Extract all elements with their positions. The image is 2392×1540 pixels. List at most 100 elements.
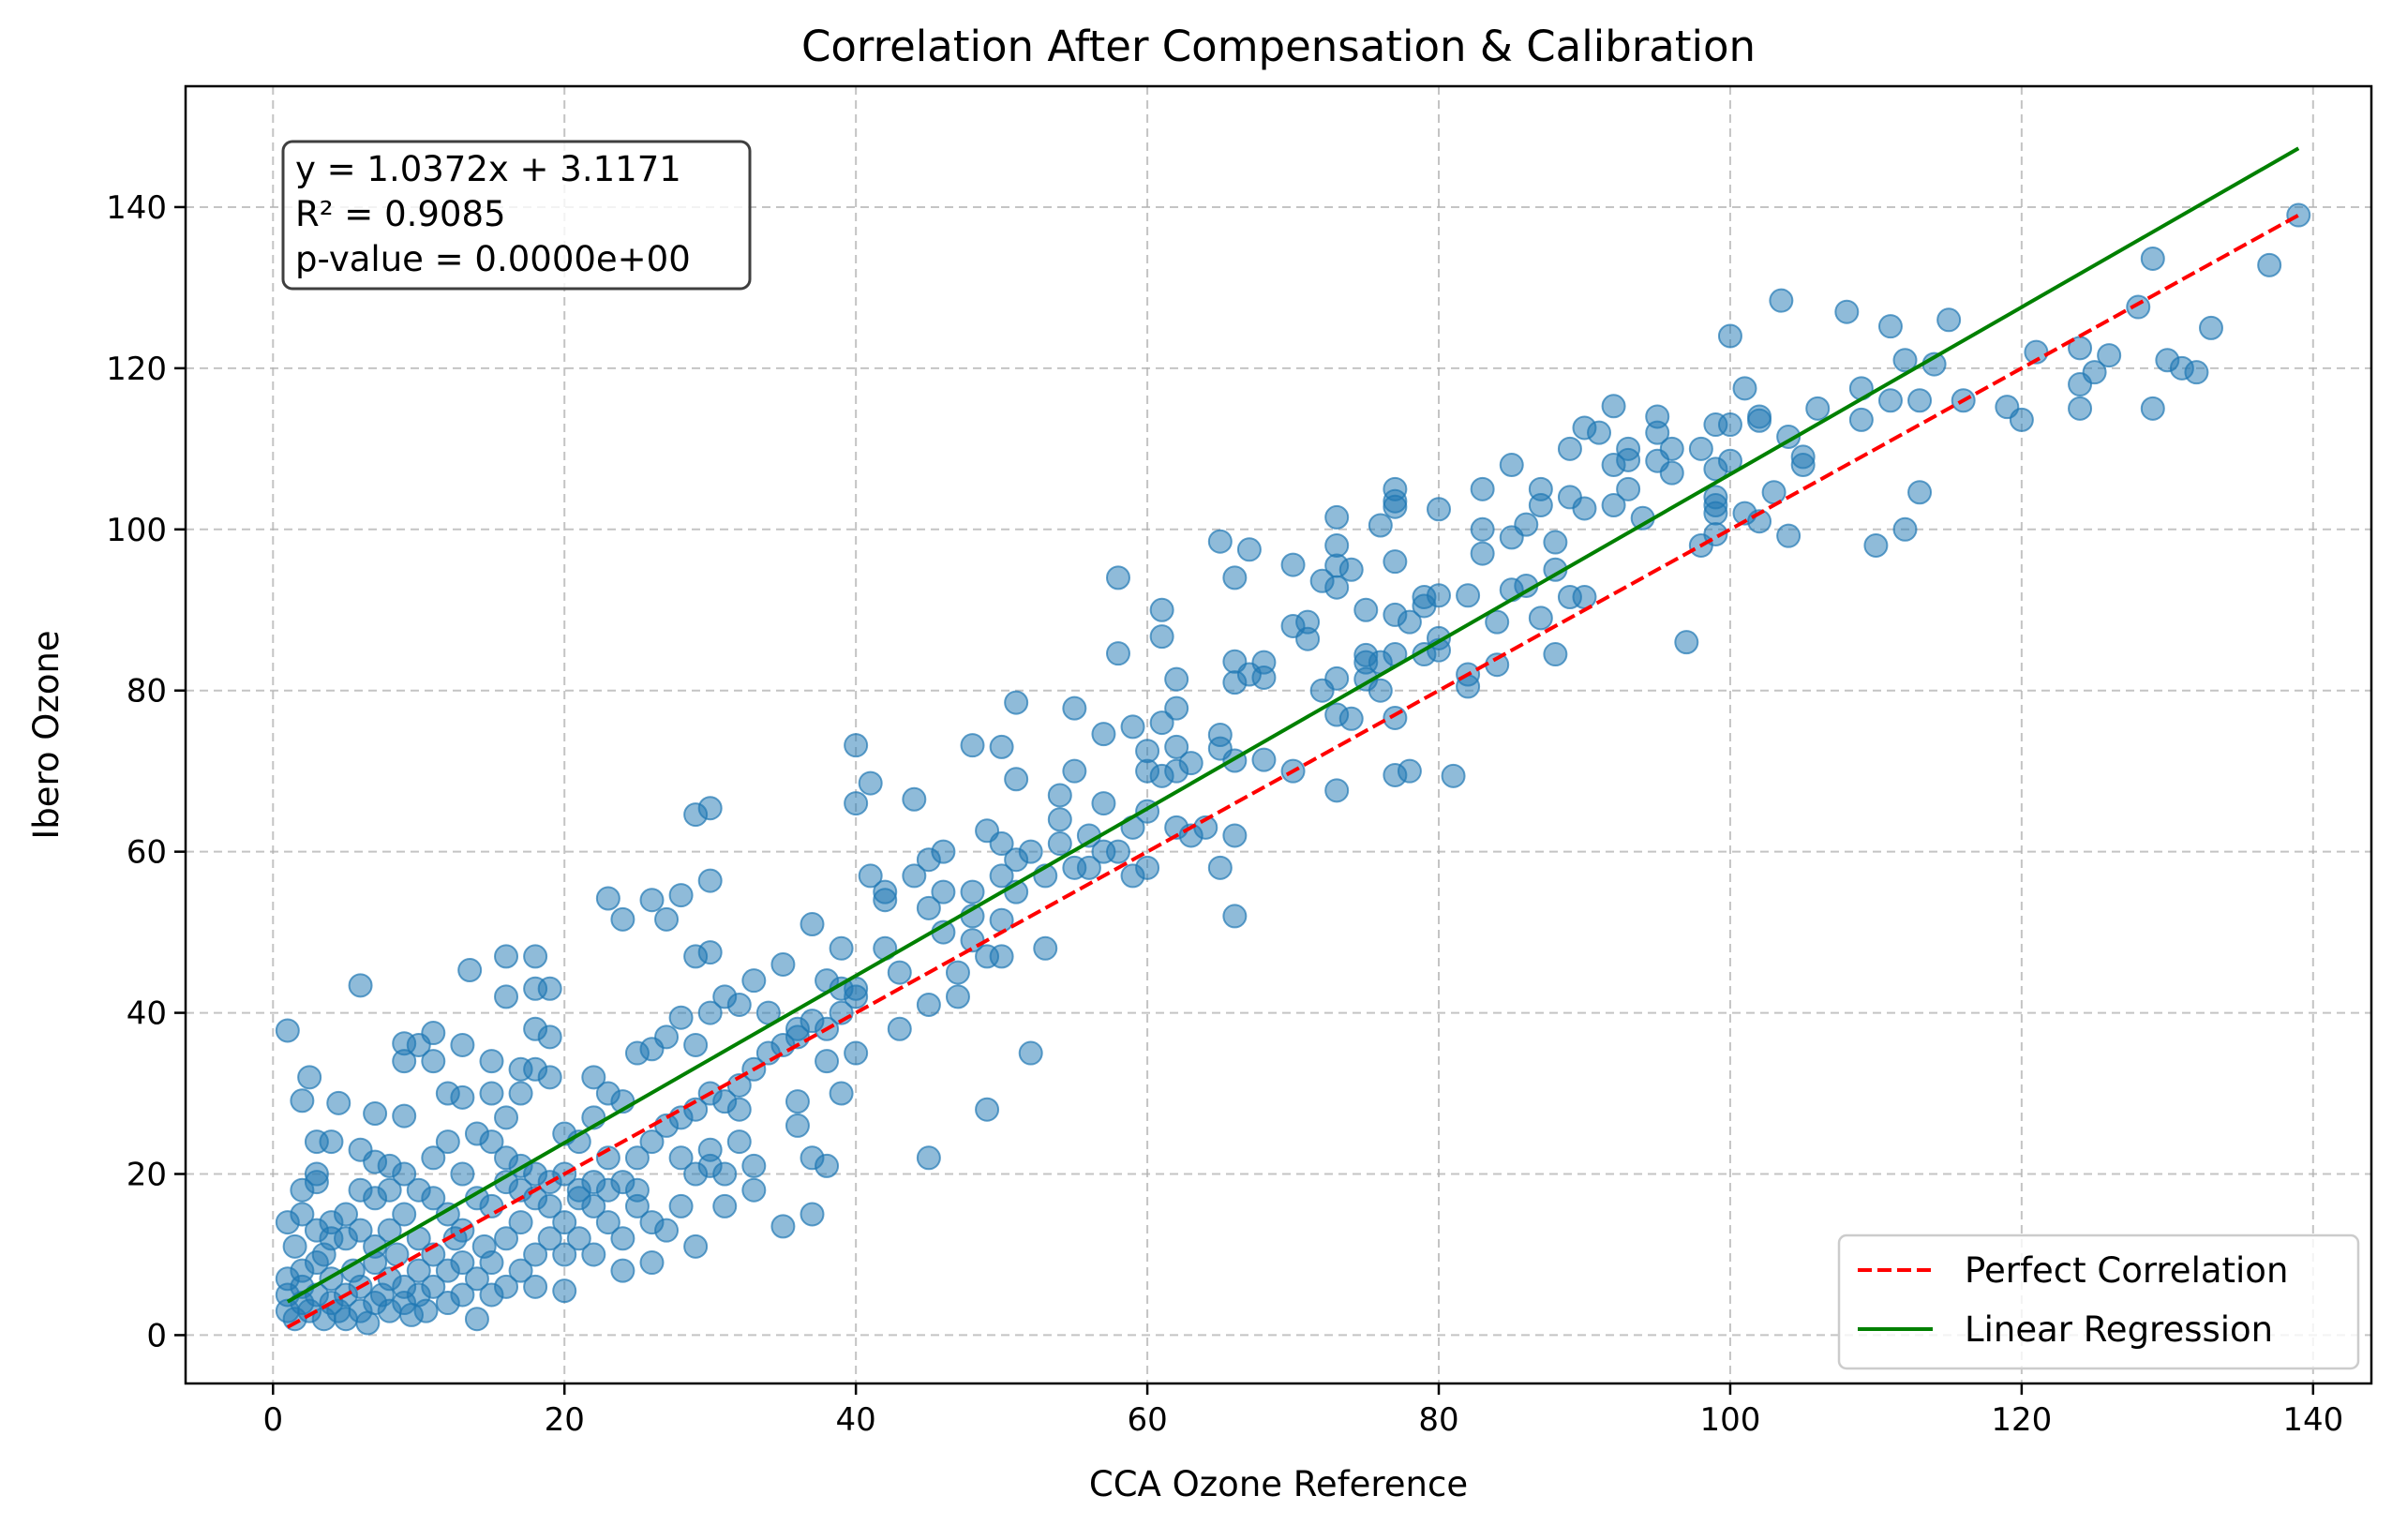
scatter-point [1877,388,1903,413]
scatter-point [552,1242,577,1267]
scatter-point [741,1177,767,1203]
scatter-point [494,944,519,969]
scatter-point [537,1065,562,1090]
scatter-point [581,1242,606,1267]
scatter-point [668,883,694,908]
scatter-point [1470,476,1495,501]
scatter-point [1805,396,1831,421]
scatter-point [290,1177,315,1203]
scatter-point [1236,537,1262,562]
x-tick-label: 140 [2282,1401,2343,1439]
scatter-point [2140,246,2165,271]
scatter-point [726,1129,752,1155]
scatter-point [297,1065,322,1090]
scatter-point [2082,360,2107,385]
x-axis-label: CCA Ozone Reference [1089,1464,1468,1504]
scatter-point [1543,530,1568,555]
scatter-point [1149,624,1174,650]
scatter-point [989,734,1014,759]
scatter-point [508,1081,533,1106]
scatter-point [931,879,956,905]
scatter-point [2184,360,2209,385]
scatter-point [326,1090,351,1115]
scatter-point [1207,529,1233,554]
scatter-point [902,863,927,889]
scatter-point [1427,497,1452,522]
scatter-point [1543,642,1568,667]
scatter-point [1324,504,1350,530]
scatter-point [829,1081,854,1106]
scatter-point [989,863,1014,889]
scatter-point [668,1193,694,1219]
scatter-point [1076,855,1101,880]
scatter-point [1485,609,1510,635]
scatter-point [494,1226,519,1251]
scatter-point [945,984,970,1009]
scatter-point [639,888,665,913]
scatter-point [1688,436,1713,461]
scatter-point [421,1274,446,1299]
y-tick-label: 120 [106,351,167,388]
scatter-point [494,984,519,1009]
scatter-point [435,1129,460,1155]
scatter-point [377,1177,402,1203]
scatter-point [1572,496,1597,521]
scatter-point [873,888,898,913]
scatter-point [1033,935,1058,961]
scatter-point [2068,396,2093,421]
scatter-point [1164,695,1189,721]
scatter-point [844,791,869,816]
scatter-point [421,1049,446,1074]
scatter-point [610,1226,635,1251]
scatter-point [916,1145,941,1171]
scatter-point [1397,609,1422,635]
stats-r-squared: R² = 0.9085 [295,194,506,234]
scatter-point [697,796,723,821]
scatter-point [1717,323,1742,349]
scatter-point [815,1049,840,1074]
linear-regression-line [286,146,2300,1304]
scatter-point [654,906,680,932]
scatter-point [537,1226,562,1251]
scatter-point [1790,453,1816,478]
scatter-point [1659,436,1684,461]
scatter-point [1397,758,1422,784]
scatter-point [450,1161,475,1187]
scatter-point [829,935,854,961]
scatter-point [355,1310,381,1336]
scatter-point [450,1282,475,1308]
scatter-point [1091,791,1116,816]
scatter-point [595,1210,620,1235]
scatter-point [844,733,869,758]
scatter-point [1324,778,1350,803]
scatter-point [450,1250,475,1276]
scatter-point [1616,447,1641,472]
scatter-point [464,1266,489,1292]
perfect-correlation-line [286,213,2300,1329]
scatter-point [450,1084,475,1110]
y-tick-label: 100 [106,512,167,549]
scatter-point [1747,408,1772,433]
scatter-point [334,1202,359,1227]
scatter-point [1324,532,1350,558]
scatter-point [668,1005,694,1030]
fit-lines [286,146,2300,1329]
scatter-point [457,958,483,983]
scatter-point [654,1218,680,1243]
scatter-point [668,1145,694,1171]
scatter-point [2286,202,2311,228]
scatter-point [392,1161,417,1187]
scatter-point [1863,532,1889,558]
scatter-point [610,1170,635,1195]
scatter-point [1047,831,1072,857]
scatter-point [1091,722,1116,747]
scatter-point [1149,710,1174,736]
scatter-point [916,895,941,920]
scatter-point [1120,714,1145,740]
scatter-point [610,906,635,932]
stats-equation: y = 1.0372x + 3.1171 [295,149,681,189]
scatter-point [1149,597,1174,622]
legend-label-linear-regression: Linear Regression [1965,1309,2273,1350]
scatter-point [537,1024,562,1050]
